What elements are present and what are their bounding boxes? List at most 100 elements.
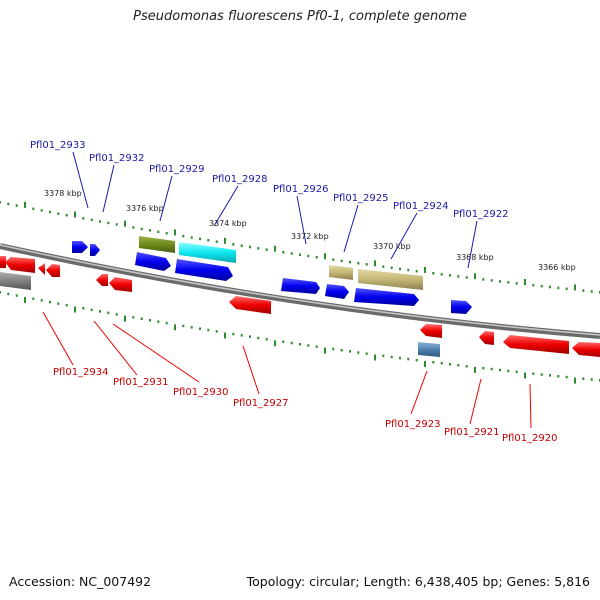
gene-arrow[interactable] [175, 259, 233, 281]
minor-tick [149, 319, 151, 322]
gene-arrow[interactable] [90, 244, 100, 256]
minor-tick [232, 332, 235, 336]
gene-label[interactable]: Pfl01_2932 [89, 153, 145, 164]
minor-tick [590, 290, 593, 293]
minor-tick [32, 297, 35, 301]
gene-label[interactable]: Pfl01_2931 [113, 377, 169, 388]
leader-line [213, 185, 239, 227]
minor-tick [240, 244, 243, 247]
major-tick [174, 324, 176, 331]
minor-tick [482, 366, 485, 370]
minor-tick [399, 356, 401, 360]
scale-labels: 3378 kbp 3376 kbp 3374 kbp 3372 kbp 3370… [44, 189, 576, 272]
minor-tick [415, 269, 418, 273]
minor-tick [232, 243, 235, 246]
minor-tick [140, 317, 143, 320]
gene-label[interactable]: Pfl01_2927 [233, 398, 289, 409]
major-tick [124, 315, 126, 322]
gene-label[interactable]: Pfl01_2928 [212, 174, 268, 185]
leader-line [242, 345, 260, 395]
gene-arrow[interactable] [420, 324, 442, 338]
major-tick [174, 229, 176, 236]
minor-tick [590, 378, 593, 381]
minor-tick [332, 347, 335, 351]
leader-line [112, 323, 200, 383]
accession-text: Accession: NC_007492 [9, 574, 152, 589]
gene-label[interactable]: Pfl01_2933 [30, 140, 86, 151]
gene-arrow[interactable] [5, 257, 35, 273]
gene-label[interactable]: Pfl01_2924 [393, 201, 449, 212]
minor-tick [499, 368, 501, 372]
minor-tick [299, 253, 301, 256]
major-tick [324, 253, 326, 260]
minor-tick [90, 308, 93, 312]
minor-tick [199, 237, 201, 241]
minor-tick [115, 223, 118, 226]
minor-tick [307, 344, 310, 347]
leader-line [343, 204, 359, 253]
minor-tick [157, 230, 160, 234]
gene-arrow[interactable] [96, 274, 108, 286]
major-tick [374, 260, 376, 267]
minor-tick [49, 300, 51, 304]
minor-tick [290, 252, 293, 255]
gene-arrow[interactable] [451, 300, 472, 314]
gene-arrow[interactable] [72, 241, 88, 253]
gene-arrow[interactable] [135, 252, 171, 271]
gene-arrow[interactable] [479, 331, 494, 345]
minor-tick [115, 313, 118, 316]
gene-arrow[interactable] [109, 277, 132, 292]
gene-label[interactable]: Pfl01_2920 [502, 433, 558, 444]
minor-tick [340, 349, 343, 352]
major-tick [374, 354, 376, 361]
minor-tick [140, 227, 143, 231]
minor-tick [282, 340, 285, 343]
gene-label[interactable]: Pfl01_2921 [444, 427, 500, 438]
feature-box-steel[interactable] [418, 342, 440, 357]
minor-tick [207, 328, 210, 332]
minor-tick [340, 259, 343, 263]
minor-tick [482, 278, 485, 281]
kbp-label: 3372 kbp [291, 232, 329, 241]
feature-box-cyan[interactable] [179, 242, 236, 263]
gene-label[interactable]: Pfl01_2934 [53, 367, 109, 378]
gene-arrow[interactable] [229, 296, 271, 314]
minor-tick [40, 299, 43, 302]
minor-tick [40, 209, 43, 212]
minor-tick [349, 260, 351, 264]
gene-label[interactable]: Pfl01_2930 [173, 387, 229, 398]
gene-label[interactable]: Pfl01_2922 [453, 209, 509, 220]
gene-arrow[interactable] [46, 264, 60, 277]
gene-label[interactable]: Pfl01_2923 [385, 419, 441, 430]
minor-tick [357, 351, 360, 354]
minor-tick [299, 343, 301, 346]
minor-tick [532, 284, 535, 287]
major-tick [274, 340, 276, 347]
minor-tick [565, 287, 568, 291]
gene-arrow[interactable] [325, 284, 349, 299]
feature-box-gray[interactable] [0, 272, 31, 290]
minor-tick [149, 229, 151, 232]
gene-arrow[interactable] [572, 342, 600, 357]
gene-arrow[interactable] [38, 263, 45, 275]
feature-box-khaki[interactable] [329, 265, 353, 280]
gene-label[interactable]: Pfl01_2929 [149, 164, 205, 175]
scale-ticks-bottom [0, 291, 600, 384]
minor-tick [7, 292, 10, 296]
minor-tick [365, 352, 368, 355]
gene-arrow[interactable] [0, 256, 6, 268]
gene-arrow[interactable] [503, 335, 569, 354]
minor-tick [457, 275, 460, 278]
major-tick [424, 360, 426, 367]
gene-arrow[interactable] [354, 288, 419, 306]
feature-box-khaki[interactable] [358, 269, 423, 290]
gene-arrow[interactable] [281, 278, 320, 294]
minor-tick [7, 202, 10, 206]
gene-label[interactable]: Pfl01_2925 [333, 193, 389, 204]
reverse-genes [0, 256, 600, 357]
gene-label[interactable]: Pfl01_2926 [273, 184, 329, 195]
feature-box-olive[interactable] [139, 236, 175, 253]
major-tick [524, 372, 526, 379]
minor-tick [515, 370, 518, 374]
